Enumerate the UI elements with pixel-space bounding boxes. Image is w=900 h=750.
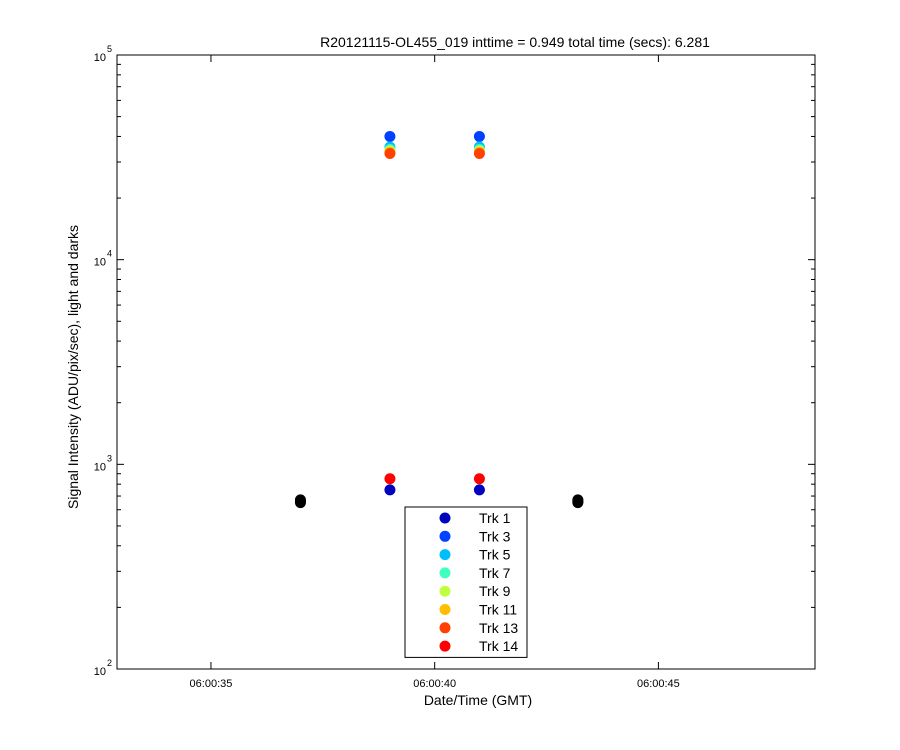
- dark-point: [294, 494, 306, 506]
- y-tick-label-exponent: 2: [107, 658, 112, 668]
- y-tick-label: 10: [94, 52, 106, 64]
- y-tick-label: 10: [94, 666, 106, 678]
- legend-label: Trk 13: [479, 620, 518, 636]
- data-point: [473, 484, 485, 496]
- y-tick-label: 10: [94, 257, 106, 269]
- legend-label: Trk 14: [479, 638, 518, 654]
- legend-marker: [439, 549, 451, 561]
- data-points: [294, 130, 584, 509]
- legend-marker: [439, 567, 451, 579]
- legend-marker: [439, 530, 451, 542]
- x-axis-label: Date/Time (GMT): [424, 692, 532, 708]
- legend-marker: [439, 622, 451, 634]
- x-tick-label: 06:00:40: [413, 678, 456, 690]
- legend-label: Trk 3: [479, 528, 511, 544]
- data-point: [473, 473, 485, 485]
- x-tick-label: 06:00:35: [190, 678, 233, 690]
- y-tick-label-exponent: 5: [107, 44, 112, 54]
- legend-label: Trk 5: [479, 547, 511, 563]
- legend-label: Trk 7: [479, 565, 511, 581]
- y-tick-label: 10: [94, 461, 106, 473]
- data-point: [384, 148, 396, 160]
- legend-label: Trk 1: [479, 510, 511, 526]
- chart-title: R20121115-OL455_019 inttime = 0.949 tota…: [320, 34, 710, 50]
- data-point: [384, 484, 396, 496]
- data-point: [473, 130, 485, 142]
- legend-marker: [439, 640, 451, 652]
- legend-marker: [439, 585, 451, 597]
- data-point: [473, 148, 485, 160]
- x-tick-label: 06:00:45: [637, 678, 680, 690]
- legend-marker: [439, 604, 451, 615]
- legend-box: [404, 506, 528, 658]
- legend-marker: [439, 512, 451, 524]
- dark-point: [572, 494, 584, 506]
- legend-label: Trk 9: [479, 583, 511, 599]
- legend-label: Trk 11: [479, 602, 517, 618]
- data-point: [384, 130, 396, 142]
- y-tick-label-exponent: 3: [107, 453, 112, 463]
- y-tick-label-exponent: 4: [107, 249, 112, 259]
- legend: Trk 1 Trk 3 Trk 5 Trk 7 Trk 9 Trk 11 Trk 13 Trk…: [404, 506, 528, 658]
- axis-ticks: [117, 55, 815, 670]
- y-axis-label: Signal Intensity (ADU/pix/sec), light an…: [65, 225, 81, 509]
- data-point: [384, 473, 396, 485]
